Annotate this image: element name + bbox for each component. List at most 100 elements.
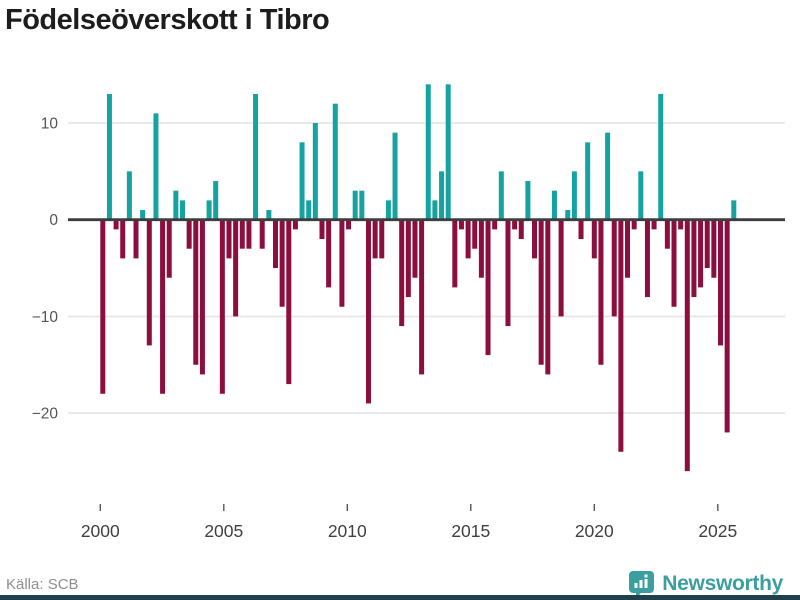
bar bbox=[279, 219, 285, 307]
bar bbox=[120, 219, 126, 259]
bar bbox=[605, 132, 611, 220]
bar bbox=[312, 123, 318, 220]
bar bbox=[359, 190, 365, 220]
bar bbox=[412, 219, 418, 278]
bar bbox=[445, 84, 451, 220]
bar bbox=[160, 219, 166, 394]
bar bbox=[704, 219, 710, 269]
bar bbox=[339, 219, 345, 307]
x-axis-label: 2015 bbox=[451, 521, 490, 541]
bar bbox=[618, 219, 624, 452]
bar bbox=[658, 93, 664, 220]
bar bbox=[399, 219, 405, 327]
bar bbox=[452, 219, 458, 288]
bar bbox=[365, 219, 371, 404]
bar bbox=[492, 219, 498, 230]
newsworthy-brand: Newsworthy bbox=[629, 570, 783, 598]
bar bbox=[173, 190, 179, 220]
y-axis-label: −20 bbox=[32, 406, 59, 423]
bar bbox=[193, 219, 199, 365]
bar bbox=[266, 210, 272, 220]
bar bbox=[631, 219, 637, 230]
bar bbox=[591, 219, 597, 259]
bar bbox=[571, 171, 577, 220]
bar bbox=[525, 181, 531, 220]
x-axis-label: 2025 bbox=[698, 521, 737, 541]
bar bbox=[458, 219, 464, 230]
bar bbox=[684, 219, 690, 472]
bar bbox=[651, 219, 657, 230]
bar bbox=[180, 200, 186, 220]
bar bbox=[439, 171, 445, 220]
bar bbox=[253, 93, 259, 220]
bar bbox=[326, 219, 332, 288]
bar bbox=[578, 219, 584, 240]
bar bbox=[379, 219, 385, 259]
bar bbox=[292, 219, 298, 230]
bar bbox=[731, 200, 737, 220]
y-axis-label: 10 bbox=[41, 116, 59, 133]
footer-accent-band bbox=[0, 595, 800, 600]
bar bbox=[100, 219, 106, 394]
bar bbox=[432, 200, 438, 220]
bar bbox=[239, 219, 245, 249]
bar bbox=[724, 219, 730, 433]
bar bbox=[691, 219, 697, 298]
bar bbox=[146, 219, 152, 346]
bar bbox=[678, 219, 684, 230]
page-title: Födelseöverskott i Tibro bbox=[5, 4, 330, 36]
bar bbox=[425, 84, 431, 220]
bar bbox=[319, 219, 325, 240]
x-axis-label: 2020 bbox=[575, 521, 614, 541]
bar bbox=[498, 171, 504, 220]
bar bbox=[186, 219, 192, 249]
bar bbox=[226, 219, 232, 259]
bar bbox=[166, 219, 172, 278]
bar bbox=[545, 219, 551, 375]
bar bbox=[259, 219, 265, 249]
bar bbox=[485, 219, 491, 356]
bar bbox=[611, 219, 617, 317]
bar bbox=[372, 219, 378, 259]
bar bbox=[698, 219, 704, 288]
bar-chart-pin-icon bbox=[629, 571, 655, 598]
bar bbox=[664, 219, 670, 249]
x-axis-label: 2000 bbox=[81, 521, 120, 541]
bar bbox=[206, 200, 212, 220]
bar bbox=[518, 219, 524, 240]
bar bbox=[286, 219, 292, 385]
bar bbox=[671, 219, 677, 307]
source-note: Källa: SCB bbox=[6, 576, 79, 593]
bar bbox=[126, 171, 132, 220]
bar bbox=[419, 219, 425, 375]
bar bbox=[538, 219, 544, 365]
bar bbox=[233, 219, 239, 317]
bar bbox=[219, 219, 225, 394]
bar bbox=[718, 219, 724, 346]
bar bbox=[638, 171, 644, 220]
x-axis-label: 2005 bbox=[204, 521, 243, 541]
bar bbox=[352, 190, 358, 220]
bar bbox=[505, 219, 511, 327]
bar bbox=[558, 219, 564, 317]
bar bbox=[598, 219, 604, 365]
x-axis-label: 2010 bbox=[328, 521, 367, 541]
bar bbox=[512, 219, 518, 230]
bar bbox=[213, 181, 219, 220]
bar bbox=[405, 219, 411, 298]
bar bbox=[306, 200, 312, 220]
bar bbox=[140, 210, 146, 220]
bar bbox=[532, 219, 538, 259]
bar bbox=[106, 93, 112, 220]
bar bbox=[272, 219, 278, 269]
bar bbox=[332, 103, 338, 220]
bar bbox=[585, 142, 591, 220]
bar bbox=[551, 190, 557, 220]
bar bbox=[711, 219, 717, 278]
bar bbox=[299, 142, 305, 220]
y-axis-label: 0 bbox=[49, 212, 58, 229]
bar bbox=[644, 219, 650, 298]
bar bbox=[565, 210, 571, 220]
bar bbox=[385, 200, 391, 220]
